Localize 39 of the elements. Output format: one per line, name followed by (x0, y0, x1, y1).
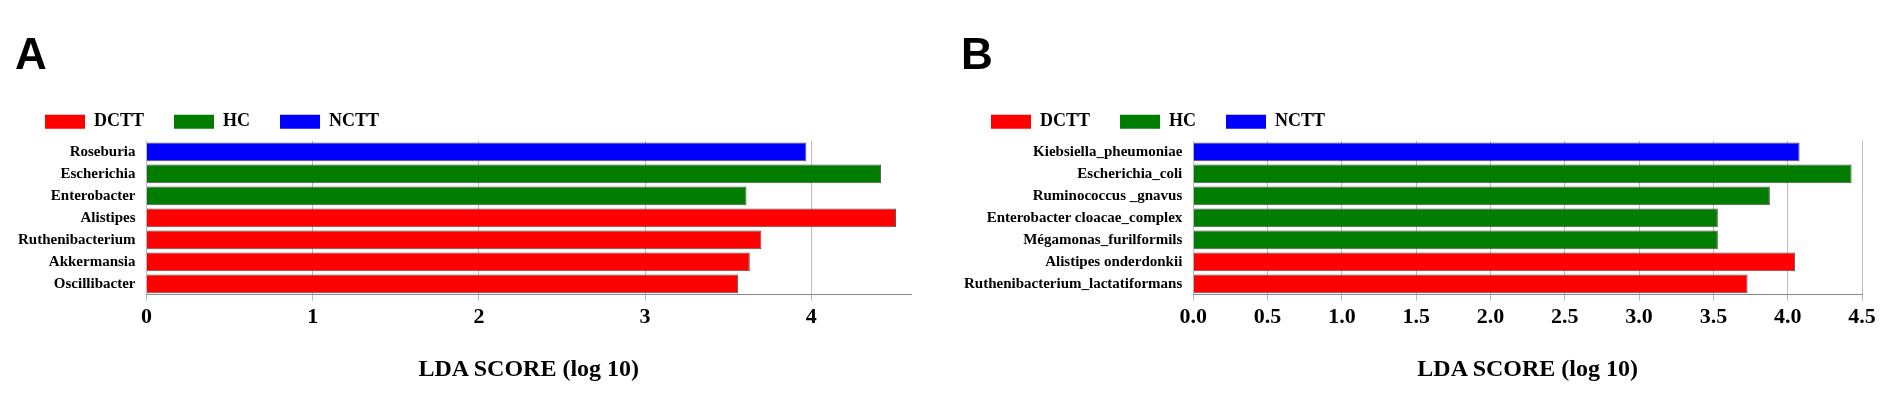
chart-title: B (961, 28, 993, 78)
legend-label: NCTT (329, 110, 380, 131)
legend-label: HC (223, 110, 251, 131)
x-tick-label: 0.0 (1179, 302, 1208, 328)
legend-label: DCTT (94, 110, 145, 131)
x-axis-title: LDA SCORE (log 10) (418, 354, 640, 381)
y-tick-label: Escherichia_coli (1077, 164, 1183, 181)
y-tick-label: Alistipes onderdonkii (1045, 252, 1183, 269)
x-tick-label: 1.5 (1402, 302, 1430, 328)
y-tick-label: Oscillibacter (53, 274, 136, 291)
x-tick-label: 2.0 (1476, 302, 1505, 328)
x-tick-label: 0.5 (1253, 302, 1282, 328)
y-tick-label: Ruthenibacterium (18, 230, 136, 247)
x-tick-label: 3.0 (1625, 302, 1653, 328)
y-tick-label: Alistipes (80, 208, 136, 225)
x-tick-label: 2 (473, 302, 485, 328)
y-tick-label: Ruminococcus _gnavus (1032, 186, 1183, 203)
y-tick-label: Enterobacter (50, 186, 136, 203)
y-tick-label: Akkermansia (48, 252, 136, 269)
x-tick-label: 0 (141, 302, 152, 328)
y-tick-label: Enterobacter cloacae_complex (986, 208, 1183, 225)
legend-label: DCTT (1040, 110, 1091, 131)
y-tick-label: Kiebsiella_pheumoniae (1033, 142, 1183, 159)
x-tick-label: 1 (307, 302, 319, 328)
y-tick-label: Ruthenibacterium_lactatiformans (963, 274, 1183, 291)
y-tick-label: Roseburia (69, 142, 136, 159)
x-tick-label: 4.5 (1848, 302, 1876, 328)
x-tick-label: 2.5 (1551, 302, 1579, 328)
x-tick-label: 1.0 (1328, 302, 1356, 328)
y-tick-label: Mégamonas_furilformils (1023, 230, 1183, 247)
x-tick-label: 3 (639, 302, 651, 328)
x-tick-label: 4.0 (1773, 302, 1802, 328)
y-tick-label: Escherichia (60, 164, 136, 181)
x-axis-title: LDA SCORE (log 10) (1417, 354, 1638, 381)
chart-title: A (15, 28, 47, 78)
x-tick-label: 3.5 (1699, 302, 1728, 328)
legend-label: HC (1169, 110, 1197, 131)
legend-label: NCTT (1275, 110, 1326, 131)
x-tick-label: 4 (805, 302, 817, 328)
